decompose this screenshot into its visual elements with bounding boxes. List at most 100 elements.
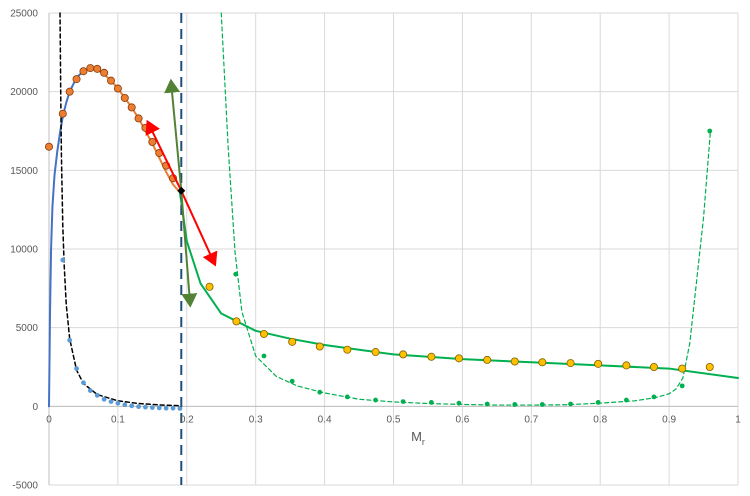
y-tick-label: 0 [32, 402, 38, 413]
x-tick-label: 0.8 [593, 414, 607, 425]
blue-data-point [87, 388, 93, 393]
yellow-data-point [399, 350, 408, 359]
green-data-point [568, 401, 573, 407]
x-tick-label: 1 [735, 414, 741, 425]
green-data-point [289, 378, 295, 384]
x-tick-label: 0.9 [662, 414, 676, 425]
blue-data-point [129, 403, 135, 409]
blue-data-point [94, 392, 100, 398]
blue-data-point [177, 405, 183, 411]
green-data-point [623, 397, 629, 403]
blue-data-point [101, 396, 107, 402]
green-data-point [261, 353, 267, 359]
orange-data-point [79, 67, 88, 76]
green-data-point [484, 401, 490, 407]
yellow-data-point [427, 352, 436, 361]
yellow-data-point [343, 345, 352, 354]
green-data-point [651, 394, 657, 400]
blue-data-point [67, 337, 73, 343]
x-axis-title: Mr [411, 429, 425, 447]
blue-data-point [81, 380, 86, 386]
orange-data-point [134, 114, 143, 123]
orange-data-point [127, 103, 136, 112]
yellow-data-point [454, 354, 463, 363]
x-axis-title-main: M [411, 429, 422, 444]
orange-data-point [107, 76, 116, 85]
green-data-point [400, 399, 406, 405]
tick-labels: -5000 0 5000 10000 15000 20000 25000 0 0.1 0.2 0.3… [10, 9, 741, 492]
yellow-data-point [566, 359, 575, 368]
yellow-data-point [315, 342, 324, 351]
x-tick-label: 0.4 [318, 414, 332, 425]
y-tick-label: -5000 [12, 481, 38, 492]
y-tick-label: 20000 [10, 87, 38, 98]
yellow-data-point [622, 361, 631, 370]
blue-data-point [108, 399, 114, 405]
green-arrow [164, 78, 183, 191]
orange-curve-line [82, 67, 181, 194]
green-data-point [679, 383, 685, 389]
yellow-data-point [678, 364, 687, 373]
x-tick-label: 0.2 [180, 414, 194, 425]
yellow-data-point [483, 355, 492, 364]
orange-data-point [100, 68, 109, 77]
blue-data-point [60, 257, 66, 263]
black-intersection-point [177, 186, 186, 195]
x-tick-label: 0.3 [249, 414, 263, 425]
yellow-data-point [371, 348, 380, 357]
black-dashed-curve-line [59, 12, 181, 407]
yellow-data-point [594, 359, 603, 368]
blue-data-point [163, 405, 169, 411]
green-arrow [180, 190, 198, 308]
green-data-point [428, 400, 434, 405]
orange-data-point [148, 138, 157, 147]
y-tick-label: 25000 [10, 9, 38, 20]
yellow-data-point [288, 337, 297, 346]
green-dashed-curve-line [220, 12, 712, 406]
blue-data-point [136, 404, 141, 410]
red-arrow [145, 119, 183, 192]
y-tick-label: 5000 [16, 323, 39, 334]
yellow-data-point [510, 357, 519, 366]
blue-data-point [122, 402, 128, 408]
orange-data-point [58, 109, 67, 118]
x-tick-label: 0.7 [524, 414, 538, 425]
blue-data-point [115, 400, 121, 406]
blue-data-point [143, 404, 148, 410]
orange-data-point [45, 142, 54, 151]
x-tick-label: 0.1 [111, 414, 125, 425]
green-data-point [707, 128, 713, 134]
yellow-data-point [705, 362, 714, 371]
orange-data-point [93, 64, 102, 73]
y-tick-label: 10000 [10, 245, 38, 256]
green-data-point [456, 400, 462, 406]
x-axis-title-subscript: r [422, 437, 425, 447]
yellow-data-point [538, 358, 547, 367]
blue-curve-line [48, 70, 85, 408]
yellow-data-point [205, 282, 214, 291]
green-data-point [233, 271, 239, 277]
blue-data-point [170, 405, 176, 411]
green-data-point [595, 400, 601, 405]
orange-data-point [113, 84, 122, 93]
yellow-data-point [232, 317, 241, 326]
x-tick-label: 0.6 [455, 414, 469, 425]
orange-data-point [120, 93, 129, 102]
green-data-point [539, 402, 545, 407]
green-data-point [512, 402, 518, 407]
y-tick-label: 15000 [10, 166, 38, 177]
yellow-data-point [259, 329, 268, 338]
data-markers [45, 64, 714, 411]
orange-data-point [86, 64, 95, 73]
x-tick-label: 0.5 [387, 414, 401, 425]
blue-data-point [156, 405, 162, 411]
green-data-point [317, 389, 323, 395]
blue-data-point [149, 405, 155, 410]
yellow-data-point [649, 362, 658, 371]
blue-data-point [74, 366, 79, 371]
green-data-point [344, 394, 350, 400]
red-arrow [180, 190, 218, 267]
annotations [145, 13, 218, 485]
